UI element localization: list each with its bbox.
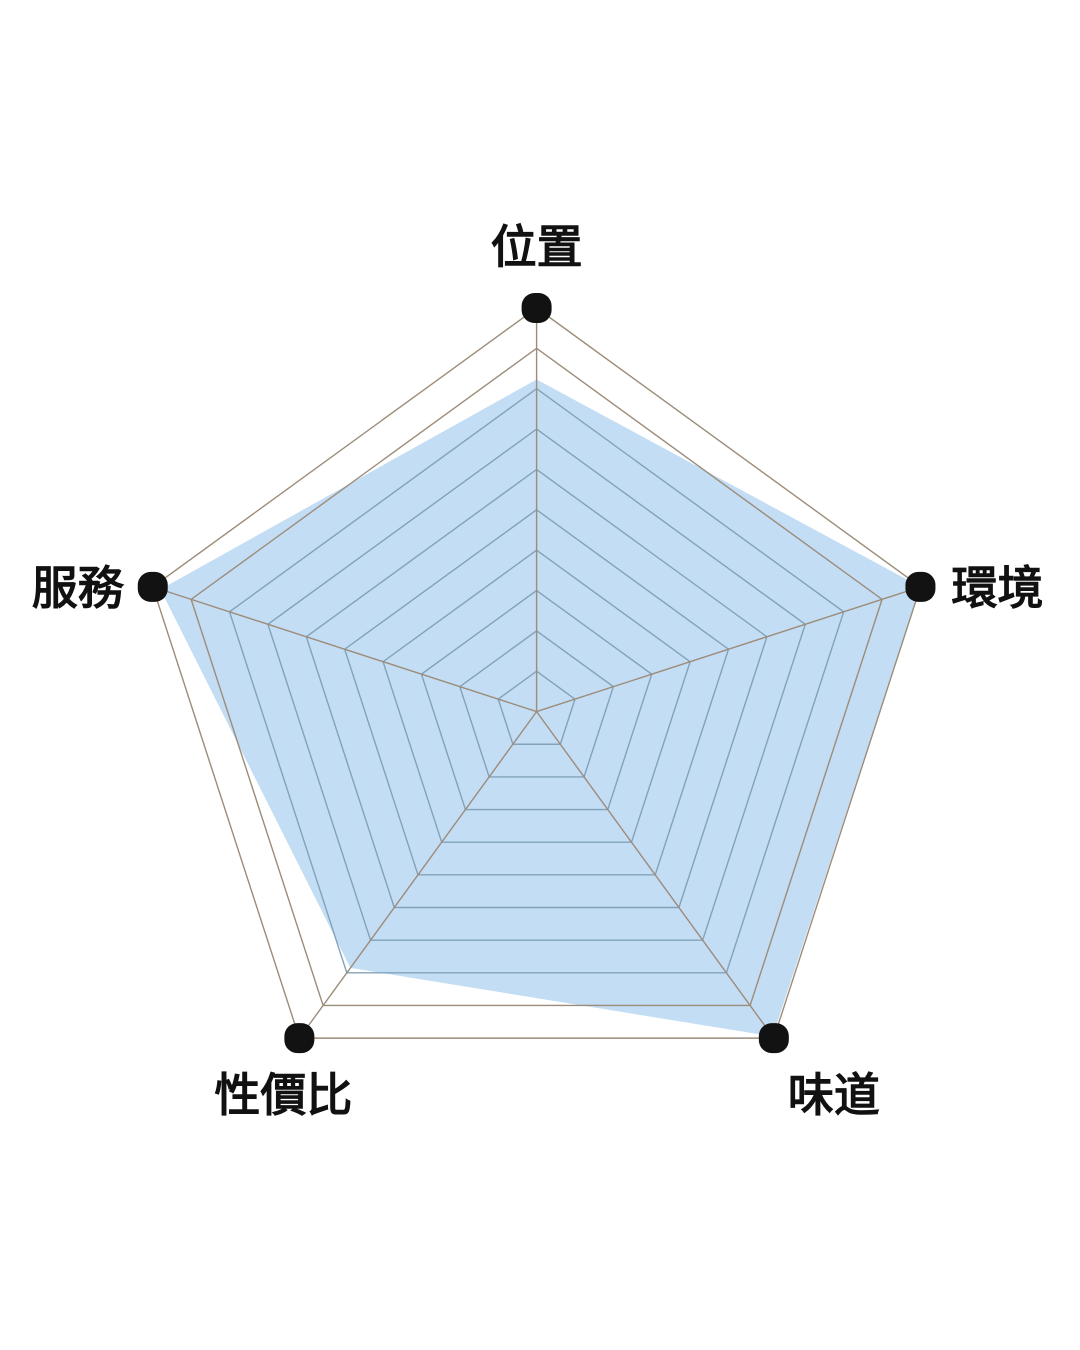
svg-text:位置: 位置 [491, 222, 583, 273]
svg-text:服務: 服務 [32, 563, 125, 614]
svg-text:環境: 環境 [951, 563, 1043, 614]
svg-text:味道: 味道 [788, 1070, 880, 1121]
svg-text:性價比: 性價比 [214, 1070, 352, 1121]
